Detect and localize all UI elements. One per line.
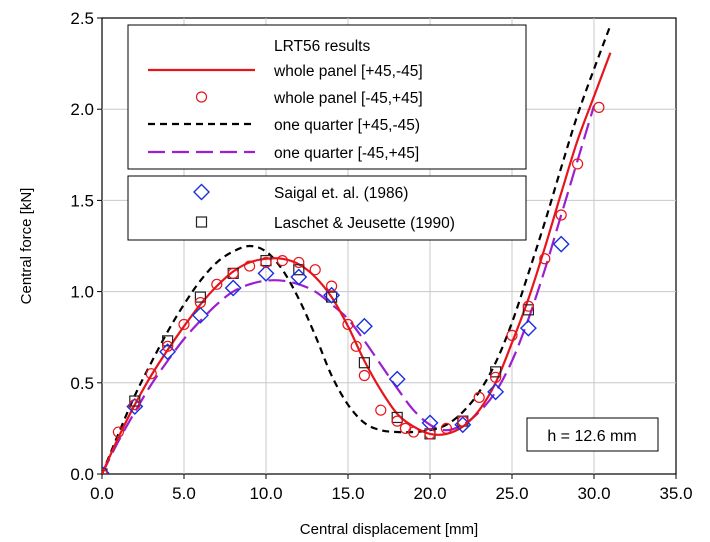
series-2-point [309, 264, 321, 276]
series-4-line [102, 105, 596, 474]
series-5-point [257, 264, 275, 282]
series-6-point [490, 366, 502, 378]
legend-label: whole panel [-45,+45] [273, 90, 423, 107]
series-2-point [506, 329, 518, 341]
x-axis-title: Central displacement [mm] [300, 521, 478, 538]
series-6-point [194, 291, 206, 303]
x-tick-label: 20.0 [413, 484, 446, 503]
legend: whole panel [+45,-45] whole panel [-45,+4… [148, 63, 455, 232]
series-5-point [519, 319, 537, 337]
series-2-point [440, 422, 452, 434]
series-2-point [555, 209, 567, 221]
series-2-point [358, 369, 370, 382]
series-5-point [421, 414, 439, 432]
series-5-point [355, 317, 373, 335]
series-2-point [408, 426, 420, 438]
x-tick-label: 0.0 [90, 484, 114, 503]
series-5-point [191, 306, 209, 324]
series-2-point [129, 399, 141, 411]
series-6-point [522, 304, 535, 316]
series-6-point [129, 395, 141, 407]
series-2-point [350, 340, 362, 352]
series-2-point [112, 426, 125, 438]
series-layer [102, 24, 612, 474]
x-tick-label: 30.0 [577, 484, 610, 503]
series-2-point [424, 428, 436, 440]
series-6-point [293, 264, 305, 276]
y-axis-title: Central force [kN] [18, 188, 35, 305]
legend-label: one quarter [-45,+45] [274, 145, 419, 162]
y-tick-label: 2.0 [70, 100, 94, 119]
x-tick-label: 10.0 [249, 484, 282, 503]
series-2-point [211, 278, 223, 290]
y-tick-label: 2.5 [70, 9, 94, 28]
series-4 [102, 105, 596, 474]
series-2-point [293, 256, 305, 269]
series-2-point [276, 254, 288, 267]
series-2-point [178, 318, 190, 331]
legend-entry-1: whole panel [+45,-45] [148, 63, 423, 80]
series-5-point [552, 235, 570, 253]
y-tick-label: 1.5 [70, 191, 94, 210]
series-2-point [342, 318, 354, 331]
annotation-box [526, 417, 659, 452]
x-tick-label: 5.0 [172, 484, 196, 503]
series-6-point [162, 335, 174, 347]
legend-swatch [193, 183, 210, 201]
series-5-point [388, 370, 406, 388]
legend-entry-2: whole panel [-45,+45] [195, 90, 423, 107]
series-2-point [490, 371, 502, 383]
series-1 [102, 52, 612, 474]
series-2-point [194, 296, 206, 309]
series-5-point [487, 383, 505, 401]
y-tick-label: 0.0 [70, 465, 94, 484]
legend-group-title: LRT56 results [274, 38, 370, 55]
series-2-point [244, 260, 256, 272]
series-2-point [457, 415, 469, 427]
legend-label: Saigal et. al. (1986) [274, 185, 408, 202]
series-2-point [571, 158, 584, 170]
legend-label: Laschet & Jeusette (1990) [274, 215, 455, 232]
series-2-point [473, 391, 485, 403]
legend-entry-3: one quarter [+45,-45) [148, 117, 420, 134]
series-5-point [290, 268, 308, 286]
legend-label: one quarter [+45,-45) [274, 117, 420, 134]
y-tick-label: 1.0 [70, 283, 94, 302]
legend-label: whole panel [+45,-45] [273, 63, 423, 80]
series-5-point [224, 279, 242, 297]
series-5-point [159, 343, 177, 361]
legend-box-references [127, 175, 527, 241]
series-2-point [162, 340, 174, 352]
series-2-point [326, 280, 338, 292]
y-tick-label: 0.5 [70, 374, 94, 393]
series-1-line [102, 52, 612, 474]
series-3-line [102, 24, 612, 474]
series-2-point [522, 300, 535, 312]
series-2-point [391, 415, 403, 427]
series-2-point [145, 368, 157, 380]
legend-entry-4: one quarter [-45,+45] [148, 145, 419, 162]
legend-entry-6: Laschet & Jeusette (1990) [195, 215, 455, 232]
series-6-point [391, 411, 403, 424]
x-tick-label: 25.0 [495, 484, 528, 503]
legend-swatch [195, 216, 208, 228]
series-2-point [539, 253, 551, 265]
series-6-point [358, 357, 370, 369]
series-2 [102, 101, 605, 474]
series-2-point [375, 404, 387, 416]
legend-entry-5: Saigal et. al. (1986) [193, 183, 408, 202]
series-5-point [323, 286, 341, 304]
series-2-point [227, 267, 239, 279]
series-3 [102, 24, 612, 474]
x-tick-label: 15.0 [331, 484, 364, 503]
series-2-point [260, 256, 272, 269]
x-tick-label: 35.0 [659, 484, 692, 503]
thickness-annotation: h = 12.6 mm [547, 428, 636, 445]
ticks: 0.0 5.0 10.0 15.0 20.0 25.0 30.0 35.0 0.0 0.5 1.0 1… [70, 9, 692, 503]
legend-box-results [127, 24, 527, 170]
legend-swatch [195, 91, 208, 103]
series-2-point [593, 101, 605, 113]
